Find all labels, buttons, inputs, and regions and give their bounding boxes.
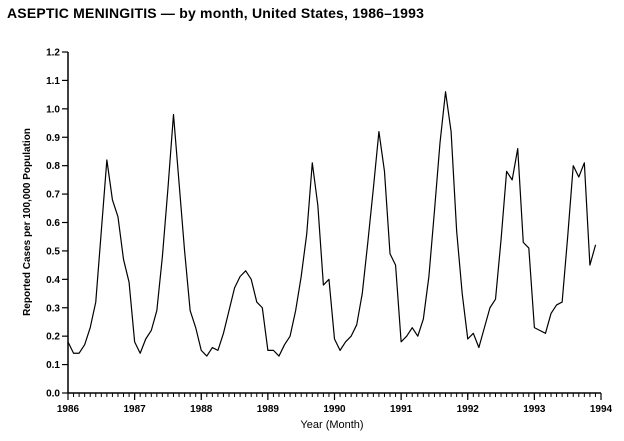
y-tick-label: 0.8 [46, 161, 60, 172]
x-tick-label: 1992 [457, 404, 480, 415]
chart-title: ASEPTIC MENINGITIS — by month, United St… [7, 5, 425, 21]
y-tick-label: 0.4 [46, 275, 60, 286]
x-tick-label: 1994 [590, 404, 613, 415]
data-series [67, 91, 597, 357]
y-tick-label: 0.6 [46, 218, 60, 229]
x-axis-title: Year (Month) [300, 419, 363, 431]
y-tick-label: 1.2 [46, 48, 60, 59]
y-tick-label: 0.5 [46, 246, 60, 257]
x-tick-label: 1987 [124, 404, 147, 415]
x-tick-label: 1991 [390, 404, 413, 415]
x-tick-label: 1986 [57, 404, 80, 415]
y-tick-label: 0.3 [46, 303, 60, 314]
x-tick-label: 1990 [323, 404, 346, 415]
x-tick-label: 1988 [190, 404, 213, 415]
axes: 0.0 0.1 0.2 0.3 0.4 0.5 0.6 0.7 0.8 0.9 1.0 1.1 1.2 1… [46, 48, 612, 416]
x-tick-label: 1989 [257, 404, 280, 415]
x-tick-label: 1993 [523, 404, 546, 415]
y-axis-title: Reported Cases per 100,000 Population [22, 128, 33, 316]
y-tick-label: 0.9 [46, 133, 60, 144]
data-line [67, 91, 597, 357]
y-tick-label: 1.0 [46, 104, 60, 115]
y-tick-label: 0.0 [46, 389, 60, 400]
y-tick-label: 0.7 [46, 190, 60, 201]
y-tick-label: 1.1 [46, 76, 60, 87]
y-tick-label: 0.2 [46, 332, 60, 343]
y-tick-label: 0.1 [46, 360, 60, 371]
